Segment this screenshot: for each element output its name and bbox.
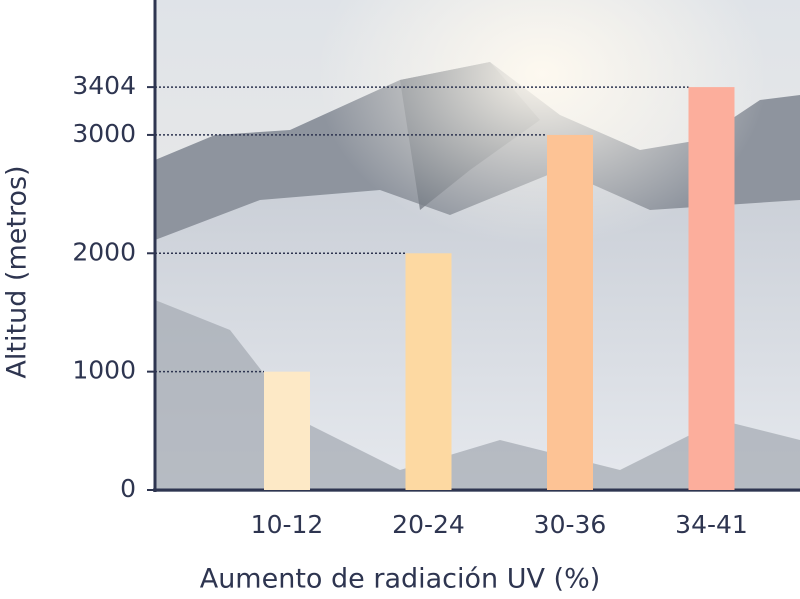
y-tick-label: 3000 [72, 119, 136, 148]
bar [405, 253, 452, 490]
bar [547, 134, 593, 490]
y-axis-label: Altitud (metros) [2, 165, 33, 378]
y-tick-label: 1000 [72, 356, 136, 385]
x-axis-label: Aumento de radiación UV (%) [200, 564, 601, 595]
x-tick-label: 34-41 [675, 510, 748, 539]
bar [688, 87, 735, 490]
y-tick-label: 3404 [72, 71, 136, 100]
bar [264, 371, 310, 490]
background-photo [155, 0, 800, 492]
x-tick-label: 30-36 [534, 510, 607, 539]
y-tick-label: 0 [120, 474, 136, 503]
x-tick-label: 10-12 [251, 510, 324, 539]
x-tick-label: 20-24 [392, 510, 465, 539]
y-tick-label: 2000 [72, 237, 136, 266]
